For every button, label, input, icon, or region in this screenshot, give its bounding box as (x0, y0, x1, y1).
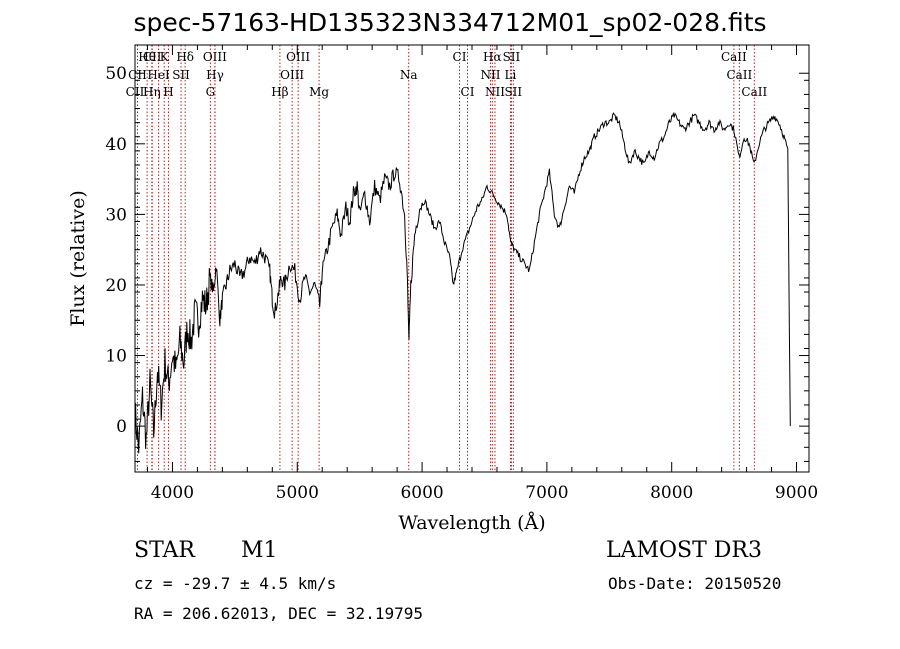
spectral-line-label: NII (485, 85, 505, 99)
spectral-line-label: Mg (309, 85, 329, 99)
object-class: STAR (134, 538, 195, 563)
observation-date: Obs-Date: 20150520 (608, 574, 782, 593)
ticks-layer: 4000 5000 6000 7000 8000 9000 0 10 20 30 40 50 (105, 45, 818, 503)
spectral-line-label: H (163, 85, 173, 99)
y-tick-label: 10 (105, 347, 127, 367)
spectral-line-label: SII (504, 85, 522, 99)
y-axis-label: Flux (relative) (67, 190, 89, 327)
spectral-line-label: HeI (147, 68, 170, 82)
spectrum-layer (134, 111, 791, 454)
spectral-lines-layer (134, 45, 755, 472)
plot-frame (134, 44, 810, 473)
spectral-line-label: Hγ (206, 68, 224, 82)
y-tick-label: 50 (105, 64, 127, 84)
spectral-line-label: SII (503, 50, 521, 64)
spectral-line-label: CII (126, 85, 145, 99)
spectral-line-label: Na (400, 68, 418, 82)
spectral-line-label: CI (461, 85, 475, 99)
spectrum-series-line (134, 111, 791, 454)
spectral-line-label: Li (505, 68, 517, 82)
y-tick-label: 40 (105, 135, 127, 155)
spectral-line-label: CI (453, 50, 467, 64)
x-tick-label: 6000 (400, 483, 443, 503)
spectral-line-label: Hη (143, 85, 161, 99)
spectral-line-label: CaII (726, 68, 752, 82)
object-subclass: M1 (241, 538, 278, 563)
spectral-line-label: OIII (286, 50, 310, 64)
x-tick-label: 7000 (525, 483, 568, 503)
spectral-line-label: G (206, 85, 216, 99)
y-tick-label: 20 (105, 276, 127, 296)
y-tick-label: 30 (105, 205, 127, 225)
x-tick-label: 4000 (151, 483, 194, 503)
spectral-line-label: Hα (483, 50, 502, 64)
spectral-line-label: CII (128, 68, 147, 82)
y-tick-label: 0 (116, 417, 127, 437)
spectral-line-label: Hβ (271, 85, 288, 99)
spectral-line-label: Hδ (176, 50, 194, 64)
spectral-line-label: CII (143, 50, 162, 64)
spectral-line-label: SII (172, 68, 190, 82)
chart-title: spec-57163-HD135323N334712M01_sp02-028.f… (133, 8, 767, 37)
spectral-line-label: K (160, 50, 170, 64)
x-axis-label: Wavelength (Å) (398, 512, 545, 534)
spectral-line-label: CaII (741, 85, 767, 99)
spectral-line-label: CaII (721, 50, 747, 64)
spectral-line-label: OIII (280, 68, 304, 82)
survey-name: LAMOST DR3 (606, 538, 762, 563)
coordinates-readout: RA = 206.62013, DEC = 32.19795 (134, 604, 423, 623)
spectral-line-label: Hθ (138, 50, 156, 64)
spectral-line-label: NII (480, 68, 500, 82)
x-tick-label: 9000 (775, 483, 818, 503)
redshift-readout: cz = -29.7 ± 4.5 km/s (134, 574, 337, 593)
x-tick-label: 8000 (650, 483, 693, 503)
x-tick-label: 5000 (276, 483, 319, 503)
spectral-line-label: OIII (203, 50, 227, 64)
